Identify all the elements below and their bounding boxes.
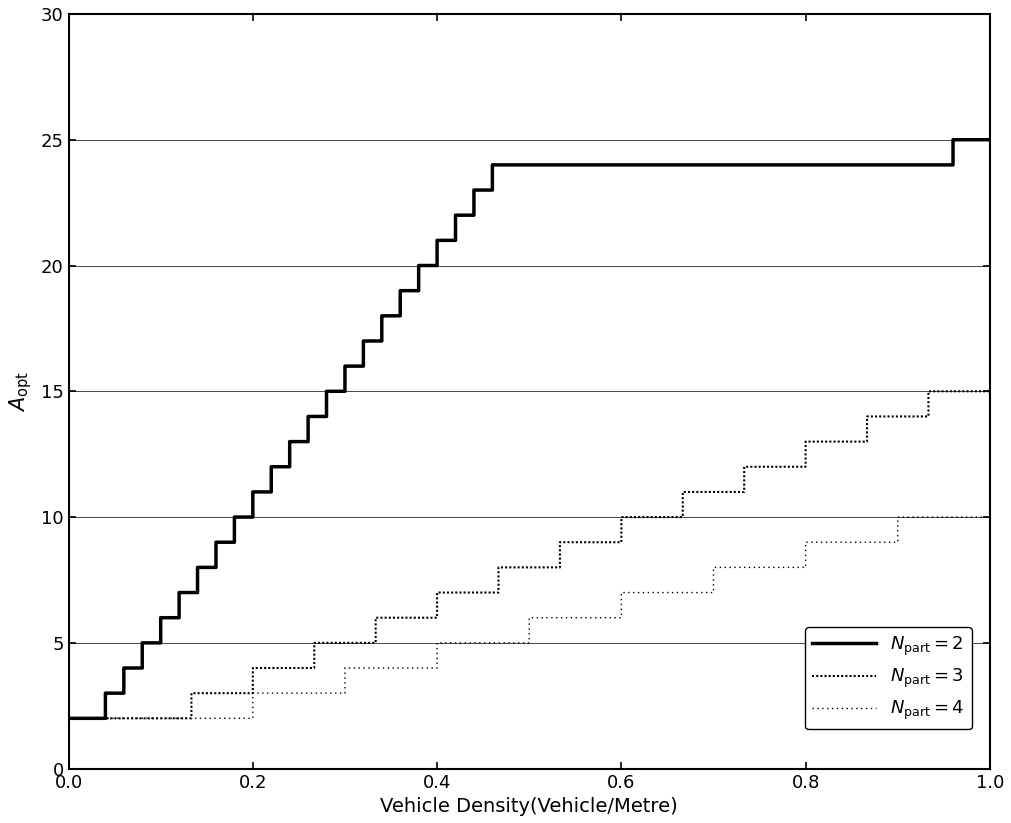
$N_{\mathrm{part}}=2$ (548, 160, 560, 170)
Line: $N_{\mathrm{part}}=3$: $N_{\mathrm{part}}=3$ (69, 391, 990, 718)
$N_{\mathrm{part}}=2$ (897, 160, 909, 170)
$N_{\mathrm{part}}=3$ (984, 386, 996, 396)
$N_{\mathrm{part}}=4$ (548, 613, 560, 623)
$N_{\mathrm{part}}=3$ (897, 412, 909, 421)
$N_{\mathrm{part}}=2$ (939, 160, 951, 170)
$N_{\mathrm{part}}=3$ (63, 714, 75, 723)
$N_{\mathrm{part}}=4$ (63, 714, 75, 723)
$N_{\mathrm{part}}=3$ (922, 386, 934, 396)
$N_{\mathrm{part}}=4$ (175, 714, 187, 723)
$N_{\mathrm{part}}=2$ (649, 160, 661, 170)
$N_{\mathrm{part}}=3$ (939, 386, 951, 396)
$N_{\mathrm{part}}=2$ (984, 135, 996, 145)
Y-axis label: $\mathit{A}_{\mathrm{opt}}$: $\mathit{A}_{\mathrm{opt}}$ (7, 371, 33, 412)
Line: $N_{\mathrm{part}}=4$: $N_{\mathrm{part}}=4$ (69, 517, 990, 718)
$N_{\mathrm{part}}=4$ (892, 512, 904, 522)
$N_{\mathrm{part}}=3$ (649, 512, 661, 522)
$N_{\mathrm{part}}=4$ (649, 588, 661, 597)
$N_{\mathrm{part}}=3$ (84, 714, 96, 723)
X-axis label: Vehicle Density(Vehicle/Metre): Vehicle Density(Vehicle/Metre) (380, 797, 678, 816)
$N_{\mathrm{part}}=4$ (984, 512, 996, 522)
Legend: $N_{\mathrm{part}}=2$, $N_{\mathrm{part}}=3$, $N_{\mathrm{part}}=4$: $N_{\mathrm{part}}=2$, $N_{\mathrm{part}… (805, 627, 972, 729)
$N_{\mathrm{part}}=2$ (63, 714, 75, 723)
$N_{\mathrm{part}}=2$ (947, 135, 959, 145)
Line: $N_{\mathrm{part}}=2$: $N_{\mathrm{part}}=2$ (69, 140, 990, 718)
$N_{\mathrm{part}}=4$ (897, 512, 909, 522)
$N_{\mathrm{part}}=4$ (84, 714, 96, 723)
$N_{\mathrm{part}}=2$ (175, 588, 187, 597)
$N_{\mathrm{part}}=2$ (84, 714, 96, 723)
$N_{\mathrm{part}}=3$ (175, 714, 187, 723)
$N_{\mathrm{part}}=4$ (939, 512, 951, 522)
$N_{\mathrm{part}}=3$ (548, 562, 560, 572)
